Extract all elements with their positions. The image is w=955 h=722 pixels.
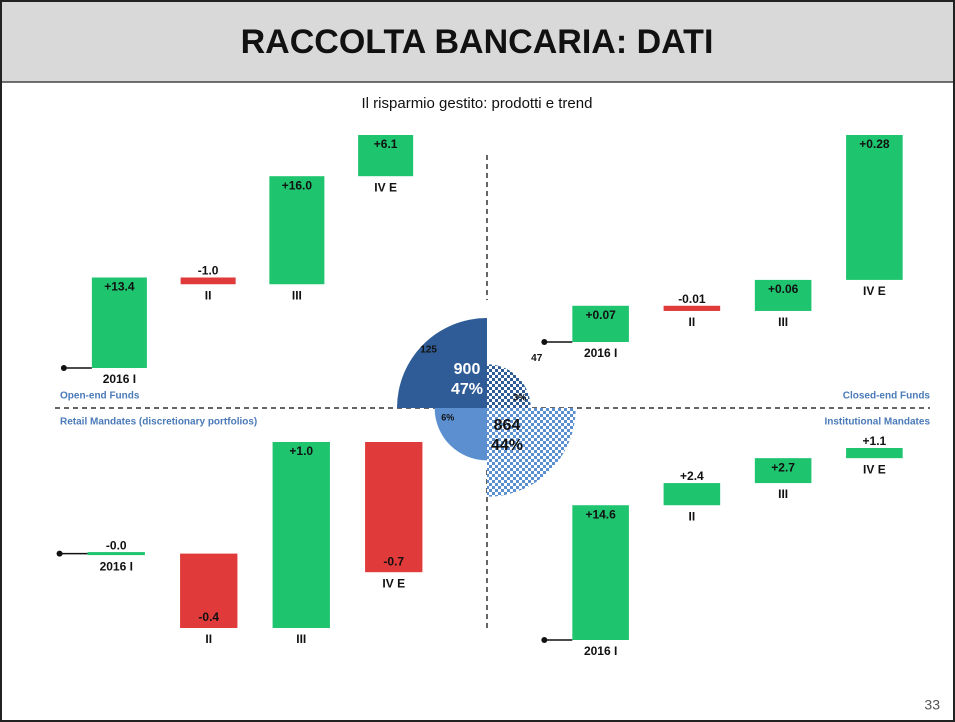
start-marker — [541, 637, 548, 643]
start-marker — [56, 550, 63, 557]
pie-slice — [434, 408, 487, 461]
value-label: +2.7 — [771, 460, 795, 474]
pie-share-label: 3% — [513, 392, 526, 402]
category-label: III — [292, 288, 302, 302]
category-label: II — [689, 315, 696, 329]
waterfall-bar — [180, 277, 236, 285]
category-label: III — [778, 487, 788, 501]
waterfall-bar — [358, 135, 414, 177]
pie-slice — [397, 318, 487, 408]
quadrant-label: Institutional Mandates — [824, 417, 930, 428]
waterfall-bar — [572, 505, 629, 640]
pie-slice — [487, 364, 531, 408]
value-label: +0.28 — [859, 137, 890, 151]
page-number: 33 — [924, 697, 940, 713]
dividers — [55, 155, 930, 630]
quadrant-label: Retail Mandates (discretionary portfolio… — [60, 417, 257, 428]
category-label: 2016 I — [584, 346, 617, 360]
waterfall-bar — [846, 448, 903, 459]
waterfall-bar — [663, 483, 721, 506]
value-label: +0.06 — [768, 282, 799, 296]
pie-slice — [487, 408, 576, 497]
value-label: -0.7 — [383, 554, 404, 568]
value-label: +0.07 — [585, 308, 616, 322]
value-label: -1.0 — [198, 264, 219, 278]
category-label: IV E — [863, 462, 886, 476]
pie-value-label: 125 — [420, 344, 437, 355]
waterfall-bar — [87, 552, 145, 556]
waterfall-bar — [272, 442, 330, 628]
value-label: +16.0 — [282, 178, 313, 192]
pie-value-label: 900 — [454, 361, 481, 378]
category-label: IV E — [863, 284, 886, 298]
pie-value-label: 864 — [494, 417, 521, 434]
waterfall-bar — [91, 277, 147, 368]
category-label: IV E — [382, 576, 405, 590]
category-label: 2016 I — [584, 644, 617, 658]
value-label: +6.1 — [374, 137, 398, 151]
category-label: III — [778, 315, 788, 329]
value-label: -0.4 — [198, 610, 219, 624]
waterfall-bar — [572, 305, 629, 342]
pie-share-label: 6% — [441, 412, 454, 422]
waterfall-bar — [663, 305, 721, 311]
waterfall-bar — [180, 553, 238, 628]
value-label: -0.01 — [678, 292, 706, 306]
slide-subtitle: Il risparmio gestito: prodotti e trend — [362, 95, 593, 112]
waterfall-bar — [269, 176, 325, 285]
value-label: +2.4 — [680, 469, 704, 483]
pie-share-label: 44% — [491, 437, 523, 454]
category-label: II — [205, 632, 212, 646]
quadrant-label: Closed-end Funds — [843, 391, 931, 402]
waterfall-bar — [846, 135, 903, 280]
quadrant-label: Open-end Funds — [60, 391, 140, 402]
value-label: +1.1 — [863, 434, 887, 448]
category-label: II — [689, 509, 696, 523]
waterfall-bar — [754, 458, 812, 484]
start-marker — [541, 339, 548, 345]
value-label: +13.4 — [104, 280, 135, 294]
category-label: 2016 I — [100, 559, 133, 573]
pie-value-label: 47 — [531, 353, 543, 364]
value-label: +1.0 — [289, 444, 313, 458]
start-marker — [60, 365, 67, 371]
value-label: +14.6 — [585, 507, 616, 521]
slide-title: RACCOLTA BANCARIA: DATI — [241, 23, 714, 61]
title-band — [2, 2, 953, 82]
category-label: II — [205, 288, 212, 302]
waterfall-bar — [365, 442, 423, 573]
value-label: -0.0 — [106, 538, 127, 552]
waterfall-bar — [754, 279, 812, 311]
category-label: IV E — [374, 180, 397, 194]
category-label: III — [296, 632, 306, 646]
pie-share-label: 47% — [451, 381, 483, 398]
category-label: 2016 I — [103, 372, 136, 386]
